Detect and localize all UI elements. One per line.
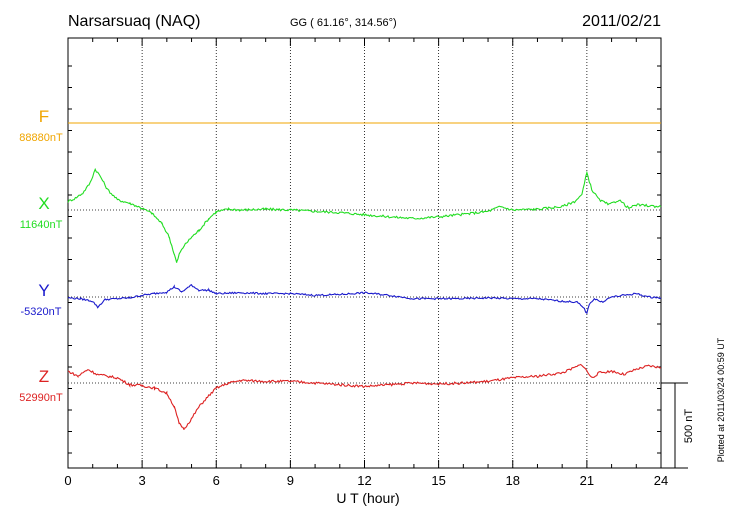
station-title: Narsarsuaq (NAQ): [68, 13, 200, 30]
series-baseline-f: 88880nT: [19, 132, 63, 144]
x-tick-label: 24: [654, 473, 668, 488]
x-tick-label: 15: [431, 473, 445, 488]
series-baseline-y: -5320nT: [21, 306, 62, 318]
x-axis-label: U T (hour): [336, 490, 399, 506]
series-name-y: Y: [38, 281, 49, 300]
scale-bar: 500 nT: [661, 382, 695, 469]
x-tick-labels: 0 3 6 9 12 15 18 21 24: [64, 473, 668, 488]
series-name-x: X: [38, 194, 49, 213]
x-tick-label: 21: [580, 473, 594, 488]
plot-frame: [67, 37, 662, 469]
x-tick-label: 6: [213, 473, 220, 488]
series-lines: [67, 122, 662, 431]
date-label: 2011/02/21: [582, 13, 661, 30]
series-name-z: Z: [39, 367, 49, 386]
series-line-x: [67, 167, 662, 263]
x-tick-label: 18: [506, 473, 520, 488]
axis-ticks: [67, 38, 662, 468]
x-tick-label: 12: [357, 473, 371, 488]
series-line-z: [67, 363, 662, 431]
series-baseline-z: 52990nT: [19, 392, 63, 404]
scale-bar-label: 500 nT: [683, 409, 695, 444]
plotted-timestamp: Plotted at 2011/03/24 00:59 UT: [716, 337, 726, 462]
x-tick-label: 0: [64, 473, 71, 488]
series-baseline-x: 11640nT: [20, 219, 63, 231]
series-line-y: [67, 284, 662, 315]
x-tick-label: 9: [287, 473, 294, 488]
x-tick-label: 3: [139, 473, 146, 488]
series-labels: F 88880nT X 11640nT Y -5320nT Z 52990nT: [19, 107, 63, 404]
grid: [141, 38, 588, 468]
series-name-f: F: [39, 107, 49, 126]
coordinates-label: GG ( 61.16°, 314.56°): [290, 17, 397, 29]
